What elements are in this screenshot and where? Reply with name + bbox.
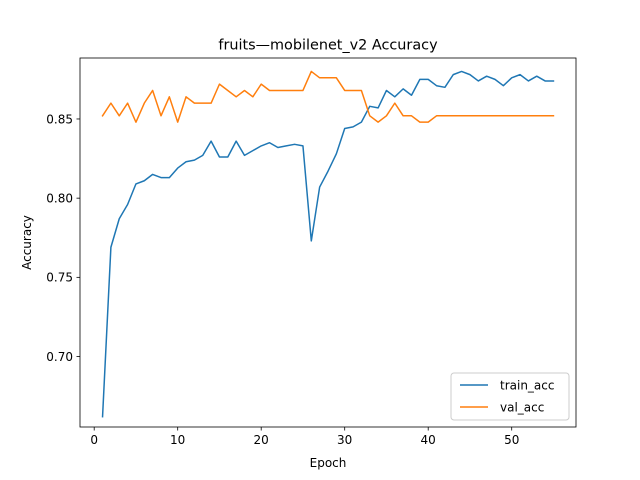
legend: train_acc val_acc <box>450 372 570 421</box>
series-line-train_acc <box>101 70 555 418</box>
y-axis-label: Accuracy <box>20 215 34 270</box>
series-line-val_acc <box>101 70 555 123</box>
y-tick-label: 0.85 <box>46 112 73 126</box>
x-tick-label: 40 <box>421 433 436 447</box>
plot-frame <box>79 57 577 428</box>
x-tick-label: 20 <box>254 433 269 447</box>
legend-val-label: val_acc <box>500 401 544 415</box>
y-tick-label: 0.70 <box>46 350 73 364</box>
y-tick-label: 0.75 <box>46 271 73 285</box>
x-tick-label: 10 <box>170 433 185 447</box>
x-tick-label: 30 <box>337 433 352 447</box>
axis-ticks: 0 10 20 30 40 50 0.70 0.75 0.80 0.85 <box>46 112 519 447</box>
chart-title: fruits—mobilenet_v2 Accuracy <box>218 38 438 54</box>
x-tick-label: 50 <box>504 433 519 447</box>
plot-area <box>101 70 555 418</box>
x-tick-label: 0 <box>90 433 98 447</box>
x-axis-label: Epoch <box>310 456 347 470</box>
y-tick-label: 0.80 <box>46 191 73 205</box>
legend-train-label: train_acc <box>500 379 554 393</box>
